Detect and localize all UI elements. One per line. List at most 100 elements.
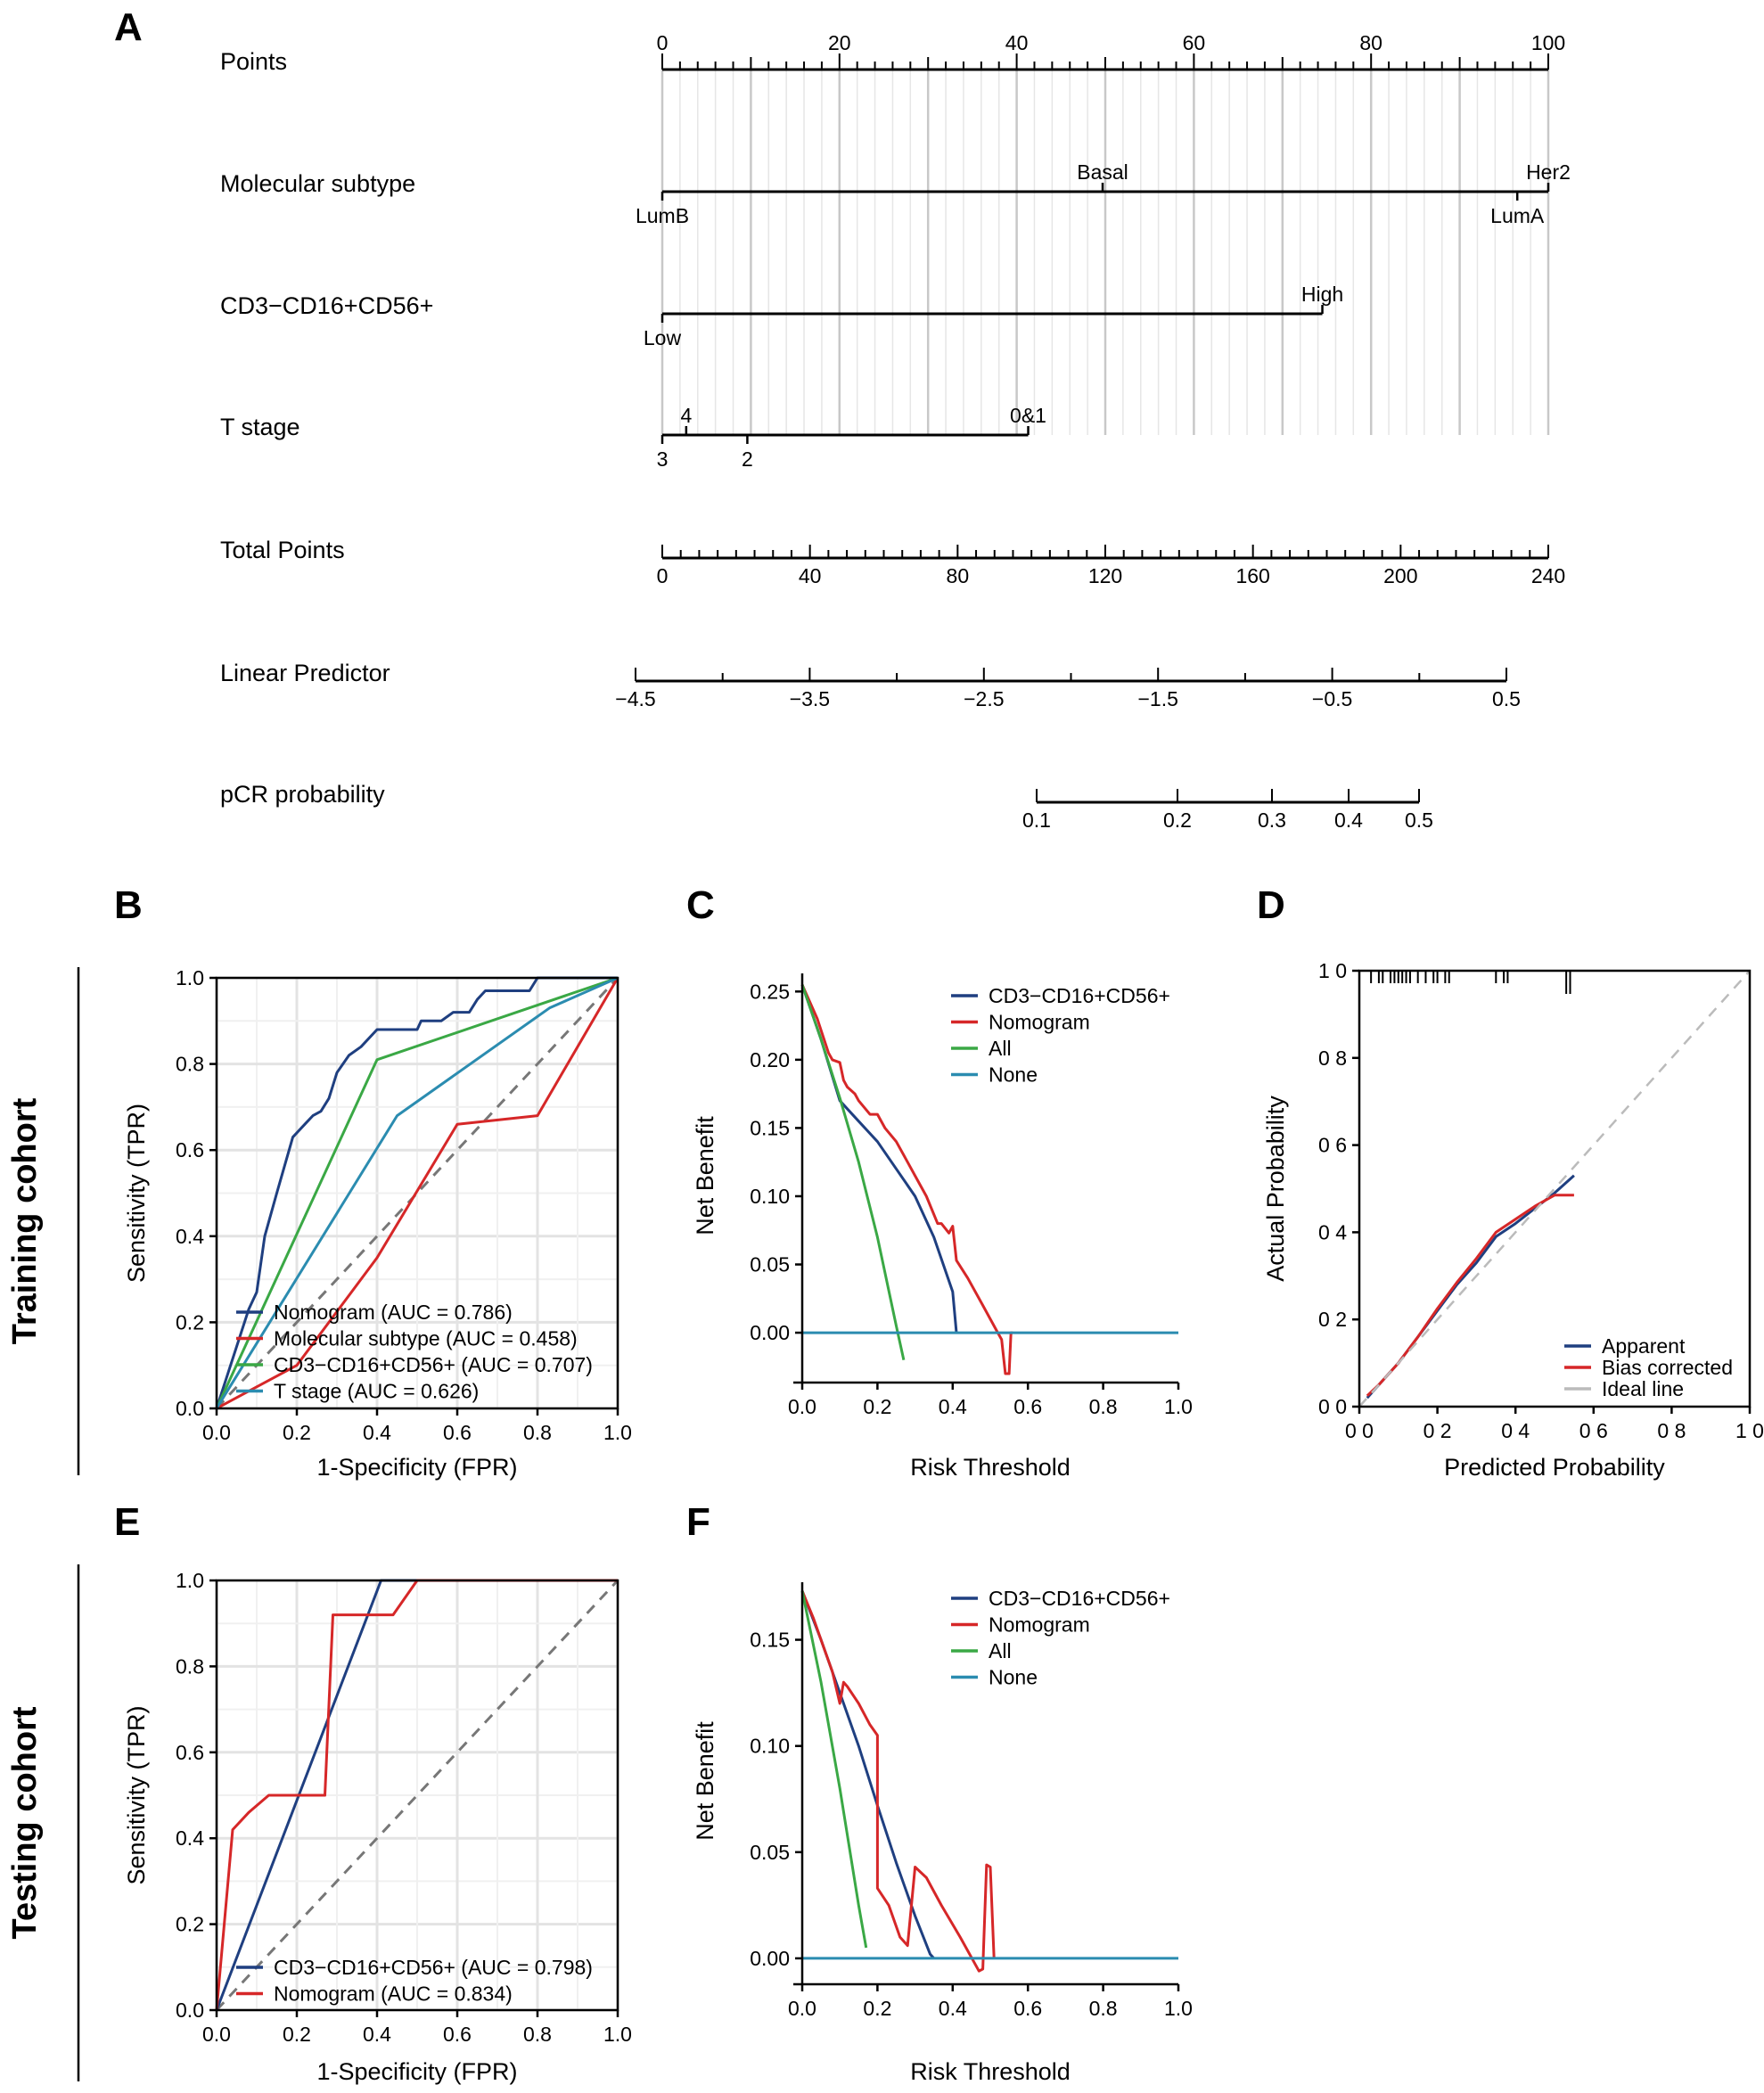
legend-label-2: All (989, 1639, 1012, 1662)
nomogram-axis-tick-label: 0 (657, 564, 669, 587)
nomogram-axis-tick-label: 160 (1235, 564, 1269, 587)
level-label: 0&1 (1010, 404, 1046, 427)
y-tick-label: 0.25 (750, 980, 790, 1003)
y-axis-label: Sensitivity (TPR) (123, 1104, 150, 1283)
y-tick-label: 1 0 (1318, 959, 1347, 982)
x-tick-label: 0.2 (863, 1395, 891, 1418)
panel-label-f: F (686, 1500, 710, 1544)
points-axis-tick-label: 80 (1359, 31, 1382, 54)
legend-label-1: Bias corrected (1602, 1356, 1733, 1379)
x-tick-label: 0.2 (863, 1997, 891, 2020)
x-tick-label: 0.4 (939, 1395, 967, 1418)
series-line-3 (215, 976, 619, 1409)
x-tick-label: 0.4 (939, 1997, 967, 2020)
x-tick-label: 0.2 (283, 1421, 311, 1444)
y-tick-label: 0 2 (1318, 1308, 1347, 1331)
legend-label-1: Nomogram (989, 1613, 1090, 1637)
y-tick-label: 0.05 (750, 1841, 790, 1864)
nomogram-row-label: Linear Predictor (220, 660, 390, 686)
level-label: 3 (657, 447, 669, 471)
panel-label-b: B (114, 883, 143, 927)
x-tick-label: 0.6 (443, 1421, 472, 1444)
level-label: 2 (742, 447, 753, 471)
y-axis-label: Sensitivity (TPR) (123, 1705, 150, 1884)
dca-testing-chart: 0.0 0.2 0.4 0.6 0.8 1.0 0.00 0.05 0.10 0.15 Risk T… (692, 1582, 1193, 2085)
dca-training-chart: 0.0 0.2 0.4 0.6 0.8 1.0 0.00 0.05 0.10 0.15 0.20 0.… (692, 973, 1193, 1481)
x-tick-label: 0.6 (1013, 1997, 1042, 2020)
y-tick-label: 0.00 (750, 1947, 790, 1970)
y-tick-label: 0.6 (176, 1138, 204, 1161)
nomogram: Points Molecular subtype CD3−CD16+CD56+ T s… (220, 31, 1571, 832)
panel-label-d: D (1257, 883, 1285, 927)
plot-frame (215, 1579, 619, 2012)
x-tick-label: 0.0 (202, 2023, 231, 2046)
nomogram-axis-tick-label: 120 (1088, 564, 1122, 587)
pcr-axis-tick-label: 0.1 (1022, 808, 1051, 832)
legend-label-0: CD3−CD16+CD56+ (AUC = 0.798) (274, 1956, 593, 1979)
y-axis-label: Net Benefit (692, 1116, 718, 1235)
legend-label-2: All (989, 1037, 1012, 1060)
level-label: LumA (1490, 204, 1545, 227)
x-tick-label: 1.0 (603, 2023, 632, 2046)
roc-training-chart: 0.0 0.2 0.4 0.6 0.8 1.0 0.0 0.2 0.4 0.6 0.8 1.0 1-Sp… (123, 966, 632, 1481)
x-axis-label: Risk Threshold (910, 2058, 1071, 2085)
nomogram-axis-tick-label: −3.5 (790, 687, 830, 710)
series-line-0 (215, 976, 618, 1409)
roc-testing-chart: 0.0 0.2 0.4 0.6 0.8 1.0 0.0 0.2 0.4 0.6 0.8 1.0 1-Sp… (123, 1569, 632, 2085)
plot-frame (215, 976, 619, 1410)
x-tick-label: 1.0 (1164, 1997, 1193, 2020)
legend-label-2: CD3−CD16+CD56+ (AUC = 0.707) (274, 1353, 593, 1376)
y-tick-label: 0.20 (750, 1048, 790, 1071)
y-tick-label: 0.10 (750, 1185, 790, 1208)
y-tick-label: 0 6 (1318, 1134, 1347, 1157)
legend-label-0: Apparent (1602, 1334, 1686, 1358)
y-tick-label: 0.15 (750, 1629, 790, 1652)
points-axis-tick-label: 40 (1005, 31, 1029, 54)
training-cohort-label: Training cohort (6, 1097, 44, 1344)
plot-background (1359, 971, 1750, 1407)
y-tick-label: 0 0 (1318, 1395, 1347, 1418)
series-line-1 (800, 1590, 996, 1973)
y-tick-label: 1.0 (176, 966, 204, 989)
nomogram-axis-tick-label: 200 (1383, 564, 1417, 587)
x-tick-label: 0 4 (1501, 1419, 1530, 1442)
level-label: Her2 (1526, 160, 1571, 184)
x-tick-label: 1.0 (1164, 1395, 1193, 1418)
y-tick-label: 0.15 (750, 1116, 790, 1139)
panel-label-e: E (114, 1500, 140, 1544)
series-line-2 (215, 976, 619, 1409)
legend-label-3: None (989, 1063, 1038, 1087)
x-tick-label: 0.8 (1089, 1395, 1118, 1418)
calibration-chart: 0 0 0 2 0 4 0 6 0 8 1 0 0 0 0 2 0 4 0 6 0 8 1 0 Pred… (1262, 959, 1764, 1481)
pcr-axis-tick-label: 0.4 (1334, 808, 1363, 832)
legend-label-1: Molecular subtype (AUC = 0.458) (274, 1327, 578, 1350)
reference-diagonal (215, 976, 619, 1410)
x-tick-label: 0.4 (363, 2023, 391, 2046)
x-axis-label: Predicted Probability (1444, 1454, 1665, 1481)
x-tick-label: 1.0 (603, 1421, 632, 1444)
panel-label-c: C (686, 883, 715, 927)
points-axis-tick-label: 60 (1183, 31, 1206, 54)
panel-label-a: A (114, 5, 143, 49)
nomogram-row-label: CD3−CD16+CD56+ (220, 292, 433, 319)
x-tick-label: 0.2 (283, 2023, 311, 2046)
y-tick-label: 0.00 (750, 1321, 790, 1344)
x-tick-label: 0 0 (1345, 1419, 1374, 1442)
x-tick-label: 0 2 (1424, 1419, 1452, 1442)
x-tick-label: 0.6 (1013, 1395, 1042, 1418)
legend-label-0: Nomogram (AUC = 0.786) (274, 1301, 513, 1324)
x-tick-label: 0.8 (1089, 1997, 1118, 2020)
y-tick-label: 0.4 (176, 1826, 204, 1850)
x-tick-label: 0.6 (443, 2023, 472, 2046)
nomogram-axis-tick-label: −4.5 (615, 687, 655, 710)
series-line-2 (1358, 970, 1751, 1408)
y-tick-label: 0.2 (176, 1913, 204, 1936)
level-label: Basal (1077, 160, 1128, 184)
x-tick-label: 0.8 (523, 2023, 552, 2046)
pcr-axis-tick-label: 0.3 (1258, 808, 1286, 832)
series-line-0 (800, 984, 958, 1334)
series-line-1 (800, 984, 1013, 1375)
legend-label-2: Ideal line (1602, 1377, 1684, 1400)
series-line-2 (800, 984, 906, 1361)
testing-cohort-label: Testing cohort (6, 1706, 44, 1939)
